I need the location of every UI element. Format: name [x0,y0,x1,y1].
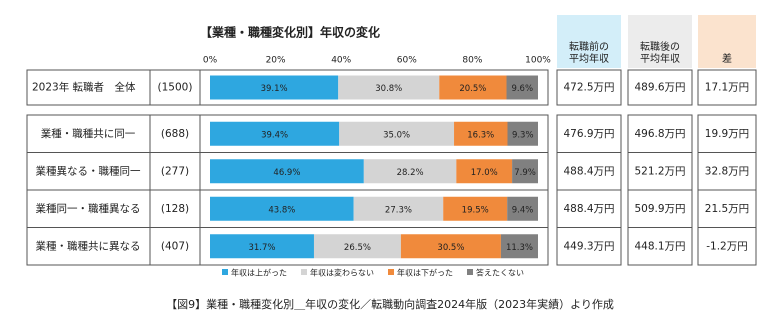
header-text: 平均年収 [640,52,680,65]
bar-segment [507,121,538,146]
legend-label: 年収は上がった [231,268,287,278]
cell-text: -1.2万円 [706,240,748,252]
value-label: 9.4% [512,205,534,215]
bar-segment [210,234,314,259]
legend-swatch [301,269,307,275]
bar-segment [443,196,508,221]
value-label: 28.2% [397,168,424,178]
legend-swatch [388,269,394,275]
value-label: 9.6% [511,84,533,94]
bar-segment [400,234,501,259]
header-cell [557,15,621,68]
header-cell [628,15,692,68]
value-label: 35.0% [383,130,410,140]
bar-segment [210,159,364,184]
row-count: (1500) [158,82,193,94]
value-label: 30.8% [375,84,402,94]
bar-segment [210,75,339,100]
value-label: 11.3% [506,243,533,253]
header-text: 平均年収 [569,52,609,65]
bar-segment [363,159,457,184]
header-text: 転職後の [640,40,680,53]
cell-text: 448.1万円 [634,240,685,252]
header-cell [698,15,756,68]
cell-text: 496.8万円 [634,128,685,140]
row-count: (688) [161,128,189,140]
bar-segment [507,196,538,221]
value-label: 7.9% [514,168,536,178]
value-label: 27.3% [385,205,412,215]
value-label: 30.5% [437,243,464,253]
bar-segment [456,159,513,184]
row-label: 業種・職種共に異なる [36,239,141,252]
chart-title: 【業種・職種変化別】年収の変化 [200,25,380,40]
cell-text: 521.2万円 [634,165,685,177]
bar-segment [500,234,538,259]
cell-text: 21.5万円 [705,203,749,215]
cell-text: 449.3万円 [563,240,614,252]
row-count: (277) [161,165,189,177]
bar-segment [313,234,401,259]
x-tick-label: 20% [266,56,286,66]
cell-text: 488.4万円 [563,165,614,177]
bar-segment [210,121,340,146]
x-tick-label: 0% [203,56,218,66]
value-label: 39.4% [261,130,288,140]
row-count: (128) [161,203,189,215]
value-label: 9.3% [512,130,534,140]
header-text: 差 [722,52,732,65]
cell-text: 509.9万円 [634,203,685,215]
table-frame [26,69,549,106]
table-frame [556,69,622,106]
row-label: 業種同一・職種異なる [36,202,141,215]
row-label: 業種・職種共に同一 [41,127,136,140]
cell-text: 32.8万円 [705,165,749,177]
value-label: 31.7% [248,243,275,253]
cell-text: 472.5万円 [563,82,614,94]
bar-segment [339,121,455,146]
bar-segment [338,75,440,100]
header-text: 転職前の [569,40,609,53]
legend-label: 答えたくない [476,268,524,278]
value-label: 20.5% [459,84,486,94]
value-label: 43.8% [268,205,295,215]
legend-label: 年収は変わらない [310,268,374,278]
legend-swatch [467,269,473,275]
cell-text: 17.1万円 [705,82,749,94]
row-count: (407) [161,240,189,252]
table-frame [697,69,757,106]
bar-segment [353,196,444,221]
cell-text: 489.6万円 [634,82,685,94]
x-tick-label: 80% [462,56,482,66]
legend-swatch [222,269,228,275]
x-tick-label: 60% [397,56,417,66]
x-tick-label: 100% [525,56,551,66]
value-label: 26.5% [344,243,371,253]
cell-text: 476.9万円 [563,128,614,140]
table-frame [627,69,693,106]
row-label: 2023年 転職者 全体 [32,81,136,94]
bar-segment [439,75,507,100]
bar-segment [454,121,508,146]
bar-segment [210,196,354,221]
x-tick-label: 40% [331,56,351,66]
row-label: 業種異なる・職種同一 [36,164,141,177]
caption: 【図9】業種・職種変化別＿年収の変化／転職動向調査2024年版（2023年実績）… [166,297,614,311]
legend-label: 年収は下がった [397,268,453,278]
cell-text: 19.9万円 [705,128,749,140]
bar-segment [506,75,538,100]
bar-segment [512,159,538,184]
value-label: 16.3% [467,130,494,140]
value-label: 17.0% [471,168,498,178]
cell-text: 488.4万円 [563,203,614,215]
value-label: 46.9% [273,168,300,178]
value-label: 19.5% [462,205,489,215]
value-label: 39.1% [261,84,288,94]
